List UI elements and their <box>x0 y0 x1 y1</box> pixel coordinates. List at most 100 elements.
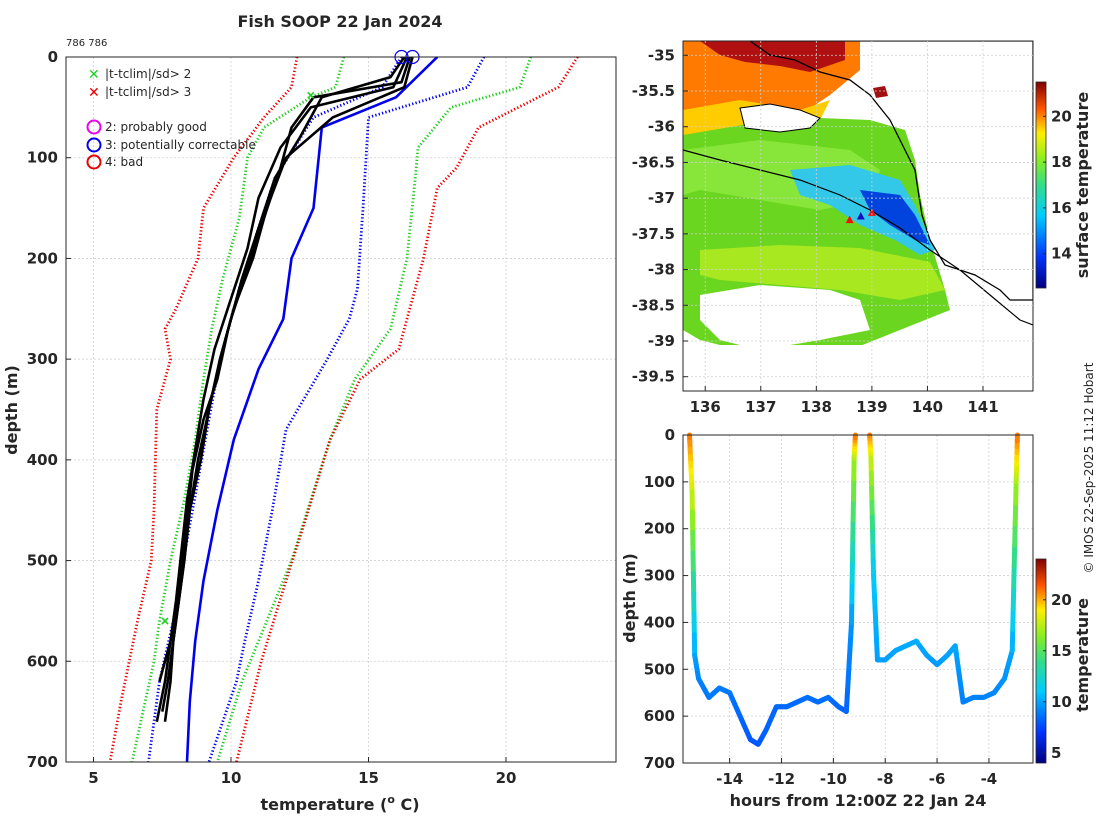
x-tick-label: 136 <box>690 398 721 416</box>
blue-circle-icon <box>86 137 102 153</box>
y-tick-label: -35.5 <box>632 82 675 100</box>
legend-entry-blue-circle: 3: potentially correctable <box>86 137 256 153</box>
y-tick-label: 0 <box>48 48 58 66</box>
x-tick-label: 138 <box>801 398 832 416</box>
series-line-red-low <box>108 57 299 762</box>
temp-colorbar-label: temperature <box>1073 598 1092 712</box>
credit-text: © IMOS 22-Sep-2025 11:12 Hobart <box>1082 362 1096 573</box>
chart-title: Fish SOOP 22 Jan 2024 <box>238 12 443 31</box>
series-line-red-high <box>235 57 579 762</box>
y-tick-label: -35 <box>648 46 675 64</box>
y-tick-label: 500 <box>644 660 675 678</box>
x-tick-label: -14 <box>716 770 743 788</box>
y-tick-label: 200 <box>644 520 675 538</box>
y-tick-label: 300 <box>644 567 675 585</box>
red-circle-icon <box>86 154 102 170</box>
legend-label: |t-tclim|/sd> 3 <box>105 85 191 99</box>
temp-colorbar-ticks: 5 10 15 20 <box>1043 591 1072 762</box>
qc-cross-marker <box>161 617 169 625</box>
y-tick-label: 700 <box>27 753 58 771</box>
map-axes-frame <box>682 40 1034 392</box>
legend-label: 4: bad <box>105 155 143 169</box>
colorbar-tick-label: 10 <box>1051 693 1072 711</box>
profile-y-label: depth (m) <box>2 365 21 455</box>
x-tick-label: 20 <box>496 769 517 787</box>
y-tick-label: 400 <box>644 613 675 631</box>
drop-location-marker <box>845 215 854 224</box>
legend-label: 2: probably good <box>105 120 207 134</box>
legend-entry-red-circle: 4: bad <box>86 154 143 170</box>
magenta-circle-icon <box>86 119 102 135</box>
y-tick-label: -38.5 <box>632 296 675 314</box>
series-line-profile-3 <box>161 57 414 712</box>
series-line-blue-low <box>147 57 403 762</box>
sst-colorbar-label: surface temperature <box>1073 92 1092 279</box>
map-panel: 136 137 138 139 140 141 -35-35.5-36-36.5-37-3… <box>632 40 1092 416</box>
time-y-label: depth (m) <box>620 553 639 643</box>
drop-location-layer <box>845 208 876 224</box>
y-tick-label: 500 <box>27 552 58 570</box>
series-line-profile-4 <box>158 57 409 682</box>
x-tick-label: -8 <box>877 770 894 788</box>
map-x-ticks: 136 137 138 139 140 141 <box>690 386 999 416</box>
drop-location-marker <box>856 212 865 220</box>
temp-colorbar <box>1035 558 1047 764</box>
y-tick-label: 0 <box>665 426 675 444</box>
y-tick-label: -36.5 <box>632 153 675 171</box>
colorbar-tick-label: 20 <box>1051 107 1072 125</box>
y-tick-label: 600 <box>27 652 58 670</box>
x-tick-label: 5 <box>88 769 98 787</box>
legend-entry-magenta-circle: 2: probably good <box>86 119 207 135</box>
colorbar-tick-label: 18 <box>1051 153 1072 171</box>
legend-entry-green-cross: ✕ |t-tclim|/sd> 2 <box>88 67 191 83</box>
missing-data <box>950 41 1033 391</box>
sst-field <box>683 41 1033 391</box>
y-tick-label: 100 <box>644 473 675 491</box>
x-tick-label: 137 <box>745 398 776 416</box>
time-track-layer <box>686 432 1020 747</box>
legend-entry-red-cross: ✕ |t-tclim|/sd> 3 <box>88 85 191 101</box>
sst-cool-region <box>790 165 935 255</box>
y-tick-label: 300 <box>27 350 58 368</box>
sst-hot-region <box>700 41 845 72</box>
x-tick-label: 15 <box>358 769 379 787</box>
green-cross-icon: ✕ <box>88 67 100 83</box>
missing-data <box>700 285 870 350</box>
series-line-green-low <box>130 57 346 762</box>
time-x-label: hours from 12:00Z 22 Jan 24 <box>730 791 987 810</box>
sst-colorbar <box>1035 81 1047 289</box>
colorbar-tick-label: 16 <box>1051 199 1072 217</box>
land-island <box>873 86 888 98</box>
x-tick-label: -12 <box>768 770 795 788</box>
series-line-profile-2 <box>155 57 406 722</box>
profile-grid <box>66 56 616 763</box>
y-tick-label: -37 <box>648 189 675 207</box>
x-tick-label: 141 <box>967 398 998 416</box>
sst-cold-region <box>860 190 930 245</box>
y-tick-label: 400 <box>27 451 58 469</box>
x-tick-label: -4 <box>981 770 998 788</box>
profile-ids: 786 786 <box>66 38 107 49</box>
x-tick-label: -6 <box>929 770 946 788</box>
drop-location-marker <box>867 208 876 216</box>
time-axes-frame <box>682 434 1034 764</box>
profile-x-label: temperature (o C) <box>260 793 419 814</box>
time-panel: -14 -12 -10 -8 -6 -4 0 100 200 300 400 500 600 700 h… <box>620 426 1092 810</box>
time-y-ticks: 0 100 200 300 400 500 600 700 <box>644 426 688 772</box>
y-tick-label: -39.5 <box>632 368 675 386</box>
time-x-ticks: -14 -12 -10 -8 -6 -4 <box>716 758 997 788</box>
red-cross-icon: ✕ <box>88 85 100 101</box>
y-tick-label: 200 <box>27 249 58 267</box>
y-tick-label: 600 <box>644 707 675 725</box>
y-tick-label: 700 <box>644 754 675 772</box>
y-tick-label: -38 <box>648 261 675 279</box>
y-tick-label: 100 <box>27 149 58 167</box>
sst-colorbar-ticks: 14 16 18 20 <box>1043 107 1072 263</box>
x-tick-label: 140 <box>912 398 943 416</box>
time-grid <box>683 434 1033 764</box>
legend: ✕ |t-tclim|/sd> 2 ✕ |t-tclim|/sd> 3 2: p… <box>86 67 256 170</box>
colorbar-tick-label: 14 <box>1051 245 1072 263</box>
series-line-blue-mean <box>185 57 439 762</box>
x-tick-label: 10 <box>221 769 242 787</box>
colorbar-tick-label: 15 <box>1051 642 1072 660</box>
